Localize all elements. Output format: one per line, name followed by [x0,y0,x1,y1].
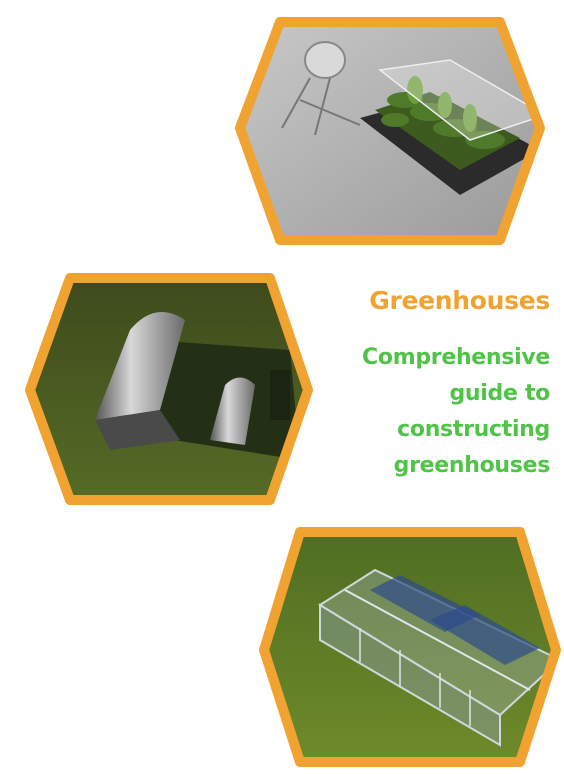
subtitle-line: guide to [449,381,550,406]
greenhouse-tray-render-icon [235,17,545,245]
subtitle-line: constructing [397,417,550,442]
subtitle-line: Comprehensive [362,345,550,370]
polytunnel-render-icon [25,273,313,505]
cover-title: Greenhouses [369,286,550,315]
subtitle-line: greenhouses [393,453,551,478]
cover-subtitle: Comprehensive guide to constructing gree… [320,340,550,484]
glass-greenhouse-render-icon [259,527,561,767]
